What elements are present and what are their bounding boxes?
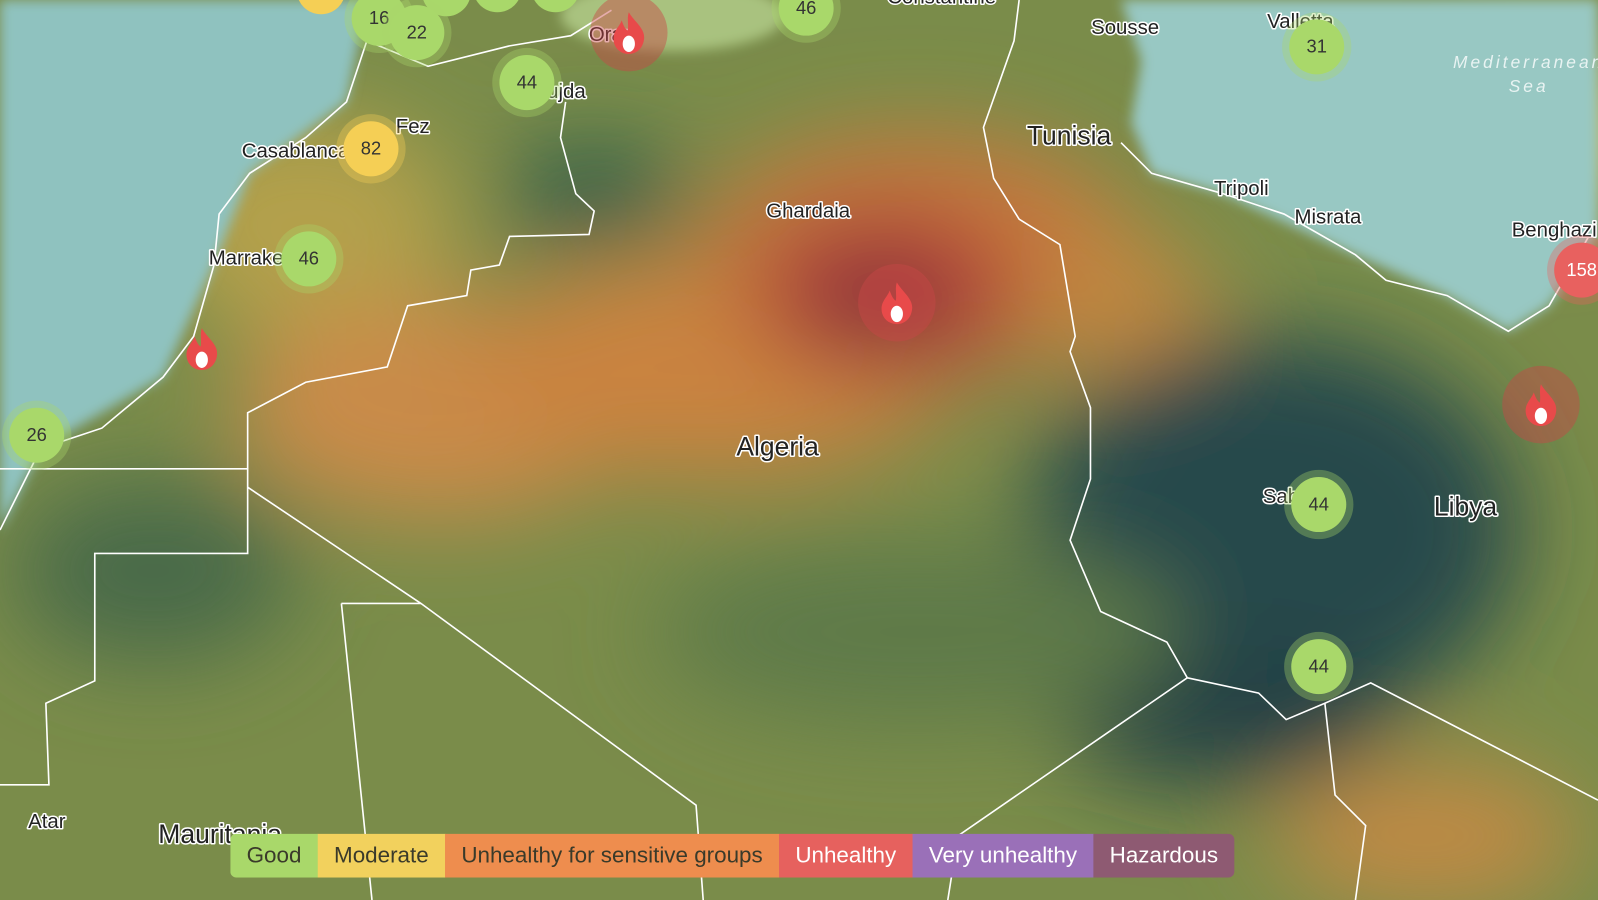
- aqi-value: 16: [369, 7, 389, 28]
- place-label: Atar: [28, 811, 66, 833]
- partial-marker: [298, 0, 344, 15]
- place-label: Libya: [1434, 492, 1498, 522]
- place-label: Benghazi: [1512, 220, 1597, 242]
- legend-label: Good: [247, 843, 302, 868]
- flame-core: [890, 305, 903, 323]
- place-label: Fez: [396, 116, 430, 138]
- flame: [1525, 384, 1557, 427]
- legend-label: Moderate: [334, 843, 429, 868]
- aqi-value: 82: [361, 138, 381, 159]
- aqi-value: 44: [517, 71, 537, 92]
- aqi-marker[interactable]: [9, 407, 65, 463]
- aqi-value: 46: [796, 0, 816, 18]
- legend-label: Unhealthy for sensitive groups: [461, 843, 762, 868]
- aqi-value: 44: [1309, 493, 1329, 514]
- flame-core: [195, 351, 208, 368]
- legend-swatch: [912, 833, 1094, 878]
- place-label: Casablanca: [242, 140, 350, 162]
- legend-swatch: [1093, 833, 1235, 878]
- aqi-value: 31: [1307, 36, 1327, 57]
- flame-core: [622, 35, 635, 52]
- aqi-marker[interactable]: [1291, 477, 1347, 533]
- aqi-marker[interactable]: [281, 231, 337, 287]
- fire-icon: [590, 0, 668, 72]
- aqi-value: 22: [407, 21, 427, 42]
- sea-label: Sea: [1509, 76, 1549, 96]
- place-label: Ghardaia: [766, 200, 850, 222]
- aqi-marker[interactable]: [1291, 639, 1347, 695]
- place-label: Tripoli: [1214, 178, 1269, 200]
- partial-marker: [534, 0, 577, 13]
- place-label: Algeria: [736, 431, 819, 461]
- aqi-value: 158: [1566, 259, 1597, 280]
- legend-label: Hazardous: [1110, 843, 1218, 868]
- legend-label: Unhealthy: [795, 843, 897, 868]
- legend: Good Moderate Unhealthy for sensitive grou…: [230, 833, 1235, 878]
- aqi-marker[interactable]: [343, 121, 399, 177]
- flame-core: [1534, 407, 1548, 425]
- sea-label: Mediterranean: [1453, 52, 1598, 72]
- aqi-marker[interactable]: [778, 0, 834, 36]
- aqi-value: 26: [26, 424, 46, 445]
- partial-marker: [476, 0, 519, 13]
- legend-label: Very unhealthy: [929, 843, 1078, 868]
- place-label: Misrata: [1295, 207, 1362, 229]
- aqi-markers: 16 22 44 46 82 46 31 26 44 44 158: [2, 0, 1598, 702]
- fire-icon: [858, 263, 936, 342]
- fire-icon: [1502, 365, 1580, 444]
- fire-icon: [186, 328, 218, 370]
- legend-swatch: [445, 833, 780, 878]
- legend-swatch: [230, 833, 319, 878]
- flame: [186, 328, 218, 370]
- flame: [881, 282, 913, 325]
- place-label: Sousse: [1091, 17, 1159, 39]
- aqi-marker[interactable]: [499, 55, 555, 111]
- aqi-marker[interactable]: [1554, 242, 1598, 298]
- flame: [613, 12, 645, 55]
- legend-swatch: [779, 833, 914, 878]
- aqi-value: 46: [299, 248, 319, 269]
- aqi-marker[interactable]: [1289, 19, 1345, 75]
- fire-markers: [186, 0, 1580, 444]
- place-label: Constantine: [887, 0, 996, 8]
- legend-swatch: [317, 833, 446, 878]
- place-label: Tunisia: [1027, 121, 1112, 151]
- aqi-marker[interactable]: [389, 5, 445, 61]
- aqi-value: 44: [1309, 655, 1329, 676]
